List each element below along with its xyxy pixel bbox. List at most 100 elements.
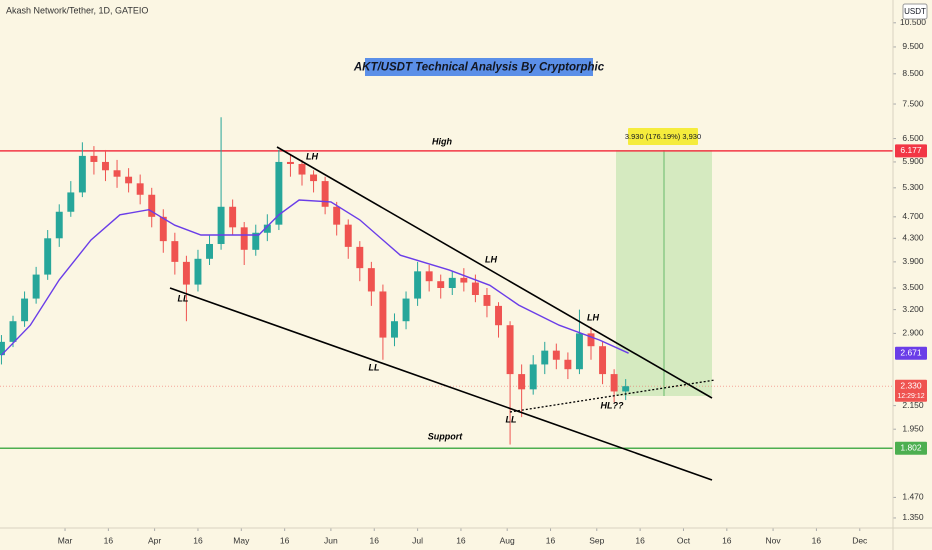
y-tick-label: 3.900 [902,256,924,266]
y-tick-label: 8.500 [902,68,924,78]
x-tick-label: Dec [852,535,868,545]
candle-body [21,298,29,322]
chart-title: AKT/USDT Technical Analysis By Cryptorph… [353,62,605,74]
candle-body [529,364,537,390]
y-tick-label: 1.950 [902,423,924,433]
candle-body [182,261,190,285]
position-label: 3.930 (176.19%) 3,930 [625,132,701,141]
y-tick-label: 4.300 [902,233,924,243]
y-tick-label: 7.500 [902,98,924,108]
ma-label-box [895,346,927,360]
x-tick-label: Oct [677,535,691,545]
candle-body [599,346,607,375]
x-tick-label: May [233,535,250,545]
candle-body [344,224,352,247]
candle-body [460,277,468,283]
candle-body [564,359,572,370]
candle-body [402,298,410,322]
candle-body [575,333,583,370]
candle-body [379,291,387,338]
candle-body [78,155,86,193]
candle-body [321,181,329,207]
candle-body [622,386,630,392]
candle-body [136,183,144,195]
y-tick-label: 10.500 [900,17,926,27]
candle-body [194,258,202,285]
candle-body [333,206,341,225]
plot [616,150,712,396]
price-label: 1.802 [900,442,922,452]
candle-body [0,341,5,356]
candle-body [171,241,179,262]
x-tick-label: Apr [148,535,161,545]
currency-box [902,3,928,20]
annotation: LL [369,362,380,372]
candle-body [113,170,121,177]
price-label-box [895,441,927,455]
annotation: LH [306,151,318,161]
candle-body [483,294,491,306]
y-tick-label: 9.500 [902,41,924,51]
currency: USDT [904,7,926,16]
candle-body [552,350,560,360]
annotation: LH [587,312,599,322]
candle-body [471,282,479,295]
candle-body [587,333,595,347]
candle-body [506,325,514,375]
x-tick-label: 16 [635,535,645,545]
candle-body [9,321,17,342]
candle-body [414,271,422,299]
trendline [169,287,713,481]
drawings: 3.930 (176.19%) 3,930 LH LH LH LL LL LL … [169,58,716,481]
x-tick-label: 16 [812,535,822,545]
annotation: Support [428,431,463,441]
candle-body [90,155,98,162]
y-tick-label: 3.500 [902,282,924,292]
candle-body [102,161,109,171]
header: Akash Network/Tether, 1D, GATEIO [6,5,148,15]
position-label-box [628,128,698,145]
annotation: High [432,136,452,146]
candle-body [437,281,445,288]
candle-body [275,161,283,225]
annotation: LL [178,293,189,303]
x-tick-label: Mar [58,535,73,545]
candle-body [356,246,364,269]
candle-body [298,163,306,175]
price-label: 6.177 [900,145,922,155]
candle-body [425,271,433,282]
candle-body [217,206,225,244]
moving-average [0,199,629,356]
x-tick-label: Aug [500,535,515,545]
candle-body [391,321,398,338]
y-tick-label: 4.700 [902,211,924,221]
annotation: LH [485,254,497,264]
candle-body [67,192,75,212]
y-tick-label: 6.500 [902,133,924,143]
ma-label: 2.671 [900,347,922,357]
trendline [509,379,716,413]
countdown: 12:29:12 [897,393,924,400]
candle-body [32,274,40,299]
trendline [276,146,713,399]
y-tick-label: 2.150 [902,400,924,410]
y-tick-label: 5.900 [902,156,924,166]
x-tick-label: 16 [370,535,380,545]
x-tick-label: Jul [412,535,423,545]
candle-body [125,176,133,184]
candle-body [229,206,237,228]
candle-body [518,374,526,390]
candle-body [252,232,260,250]
candle-body [44,238,52,275]
y-tick-label: 1.350 [902,512,924,522]
x-tick-label: 16 [546,535,556,545]
annotation: LL [506,414,517,424]
y-tick-label: 2.900 [902,328,924,338]
candle-body [55,211,63,239]
last-price-box [895,379,927,402]
candle-body [610,374,618,392]
price-label-box [895,144,927,158]
x-tick-label: Jun [324,535,338,545]
